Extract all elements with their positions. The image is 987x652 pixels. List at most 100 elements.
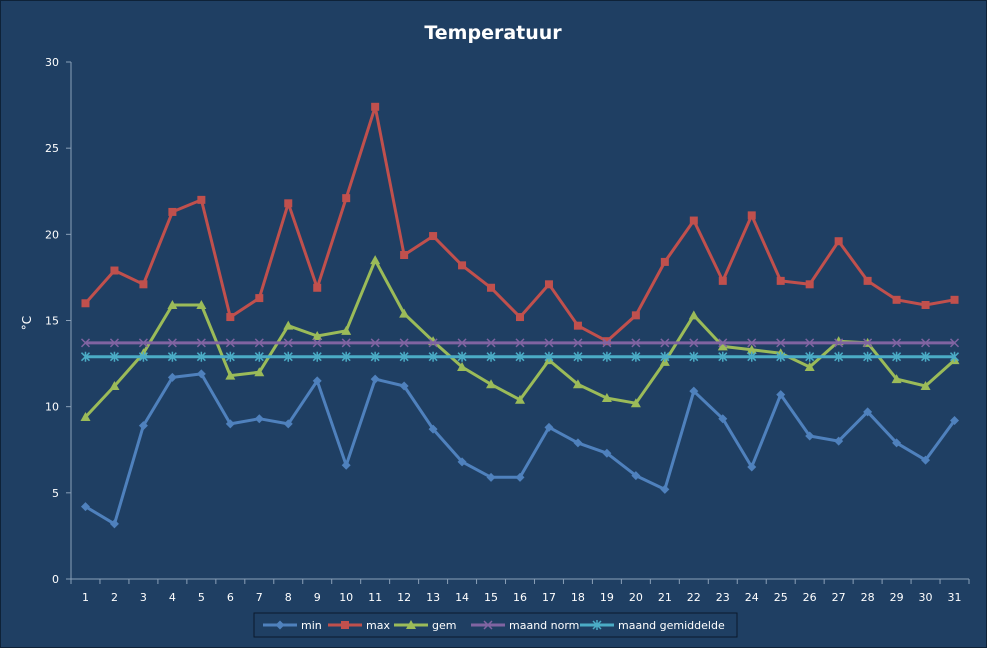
- data-point-maand-gemiddelde: [486, 351, 496, 362]
- data-point-maand-gemiddelde: [515, 351, 525, 362]
- y-tick-label: 10: [45, 401, 59, 414]
- data-point-min: [602, 448, 612, 458]
- x-tick-label: 30: [919, 591, 933, 604]
- data-point-max: [371, 102, 380, 111]
- data-point-min: [109, 519, 119, 529]
- data-point-maand-gemiddelde: [544, 351, 554, 362]
- x-tick-label: 31: [948, 591, 962, 604]
- data-point-min: [283, 419, 293, 429]
- data-point-gem: [688, 310, 699, 320]
- y-tick-label: 0: [52, 573, 59, 586]
- data-point-maand-gemiddelde: [776, 351, 786, 362]
- data-point-maand-gemiddelde: [921, 351, 931, 362]
- x-tick-label: 2: [111, 591, 118, 604]
- data-point-maand-gemiddelde: [573, 351, 583, 362]
- x-tick-label: 4: [169, 591, 176, 604]
- data-point-gem: [630, 398, 641, 408]
- data-point-min: [718, 414, 728, 424]
- data-point-min: [167, 372, 177, 382]
- data-point-min: [950, 415, 960, 425]
- data-point-max: [342, 194, 351, 203]
- data-point-maand-gemiddelde: [805, 351, 815, 362]
- data-point-maand-norm: [80, 338, 91, 348]
- data-point-maand-norm: [225, 338, 235, 348]
- data-point-max: [863, 276, 872, 285]
- x-tick-label: 10: [339, 591, 353, 604]
- data-point-maand-norm: [689, 338, 699, 348]
- x-tick-label: 24: [745, 591, 759, 604]
- data-point-maand-norm: [573, 338, 583, 348]
- data-point-min: [631, 471, 641, 481]
- legend-item-gem: gem: [394, 619, 456, 632]
- data-point-min: [660, 484, 670, 494]
- x-tick-label: 7: [256, 591, 263, 604]
- data-point-min: [921, 455, 931, 465]
- data-point-maand-gemiddelde: [283, 351, 293, 362]
- y-axis-label: °C: [20, 316, 34, 330]
- x-tick-label: 29: [890, 591, 904, 604]
- data-point-maand-gemiddelde: [341, 351, 351, 362]
- x-tick-label: 3: [140, 591, 147, 604]
- data-point-min: [544, 422, 554, 432]
- data-point-gem: [515, 394, 525, 404]
- data-point-max: [805, 280, 814, 289]
- data-point-maand-gemiddelde: [428, 351, 438, 362]
- series-maand-norm: [80, 338, 960, 348]
- data-point-maand-norm: [863, 338, 873, 348]
- data-point-maand-gemiddelde: [602, 351, 612, 362]
- x-tick-label: 20: [629, 591, 643, 604]
- data-point-gem: [283, 320, 294, 330]
- legend-label: max: [366, 619, 390, 632]
- data-point-min: [805, 431, 815, 441]
- data-point-max: [921, 300, 930, 309]
- data-point-max: [892, 295, 901, 304]
- y-tick-label: 25: [45, 142, 59, 155]
- data-point-max: [284, 199, 293, 208]
- data-point-maand-gemiddelde: [138, 351, 148, 362]
- x-tick-label: 16: [513, 591, 527, 604]
- data-point-gem: [196, 299, 207, 309]
- data-point-gem: [254, 367, 265, 377]
- data-point-maand-norm: [921, 338, 931, 348]
- data-point-gem: [167, 299, 178, 309]
- data-point-max: [81, 299, 90, 308]
- data-point-min: [573, 438, 583, 448]
- data-point-max: [950, 295, 959, 304]
- data-point-max: [573, 321, 582, 330]
- x-tick-label: 12: [397, 591, 411, 604]
- series-min: [80, 369, 960, 529]
- data-point-maand-norm: [399, 338, 409, 348]
- data-point-maand-norm: [776, 338, 786, 348]
- legend-marker: [406, 620, 416, 629]
- data-point-maand-norm: [254, 338, 264, 348]
- data-point-maand-gemiddelde: [109, 351, 119, 362]
- data-point-maand-gemiddelde: [949, 351, 960, 362]
- data-point-maand-gemiddelde: [399, 351, 409, 362]
- x-tick-label: 15: [484, 591, 498, 604]
- legend-item-maand-gemiddelde: maand gemiddelde: [580, 619, 725, 632]
- x-tick-label: 17: [542, 591, 556, 604]
- data-point-max: [110, 266, 119, 275]
- series-line-gem: [84, 258, 956, 419]
- data-point-max: [660, 257, 669, 266]
- data-point-max: [834, 237, 843, 246]
- data-point-max: [197, 195, 206, 204]
- data-point-maand-norm: [631, 338, 641, 348]
- x-tick-label: 13: [426, 591, 440, 604]
- data-point-gem: [370, 255, 381, 265]
- x-tick-label: 1: [82, 591, 89, 604]
- data-point-maand-gemiddelde: [196, 351, 206, 362]
- data-point-max: [747, 211, 756, 220]
- data-point-maand-gemiddelde: [457, 351, 467, 362]
- data-point-maand-gemiddelde: [370, 351, 380, 362]
- data-point-gem: [225, 370, 236, 380]
- legend-marker: [483, 620, 493, 630]
- data-point-min: [370, 374, 380, 384]
- data-point-min: [689, 386, 699, 396]
- data-point-maand-gemiddelde: [254, 351, 264, 362]
- data-point-maand-norm: [892, 338, 902, 348]
- data-point-maand-gemiddelde: [834, 351, 844, 362]
- data-point-max: [631, 311, 640, 320]
